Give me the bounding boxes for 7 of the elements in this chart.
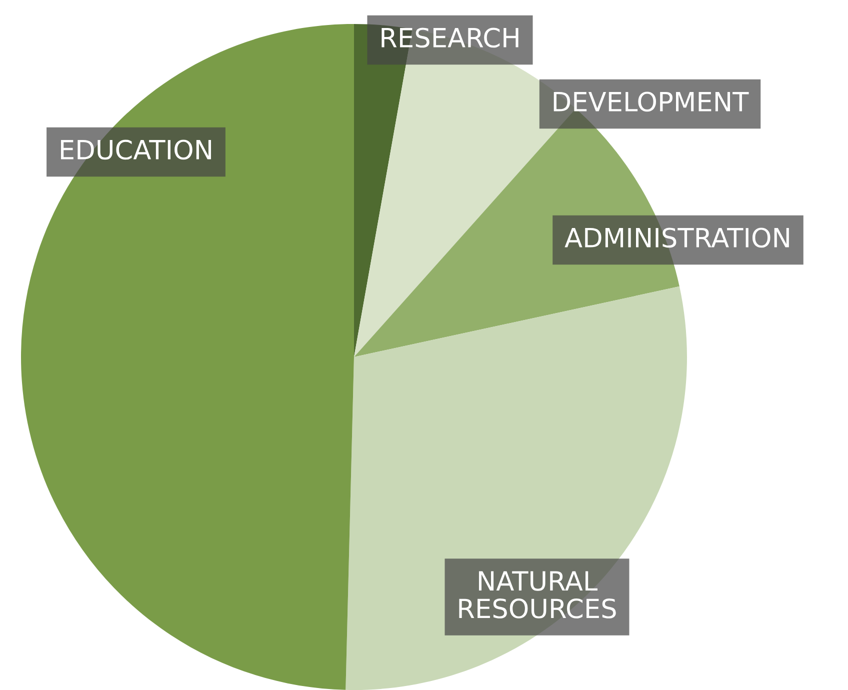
slice-label: DEVELOPMENT xyxy=(554,92,749,112)
slice-label: RESEARCH xyxy=(382,28,518,48)
slice-label: EDUCATION xyxy=(61,140,211,160)
pie-slice xyxy=(346,286,687,690)
pie-slice xyxy=(21,24,354,690)
slice-label: NATURAL RESOURCES xyxy=(459,571,616,618)
slice-label: ADMINISTRATION xyxy=(564,228,789,248)
